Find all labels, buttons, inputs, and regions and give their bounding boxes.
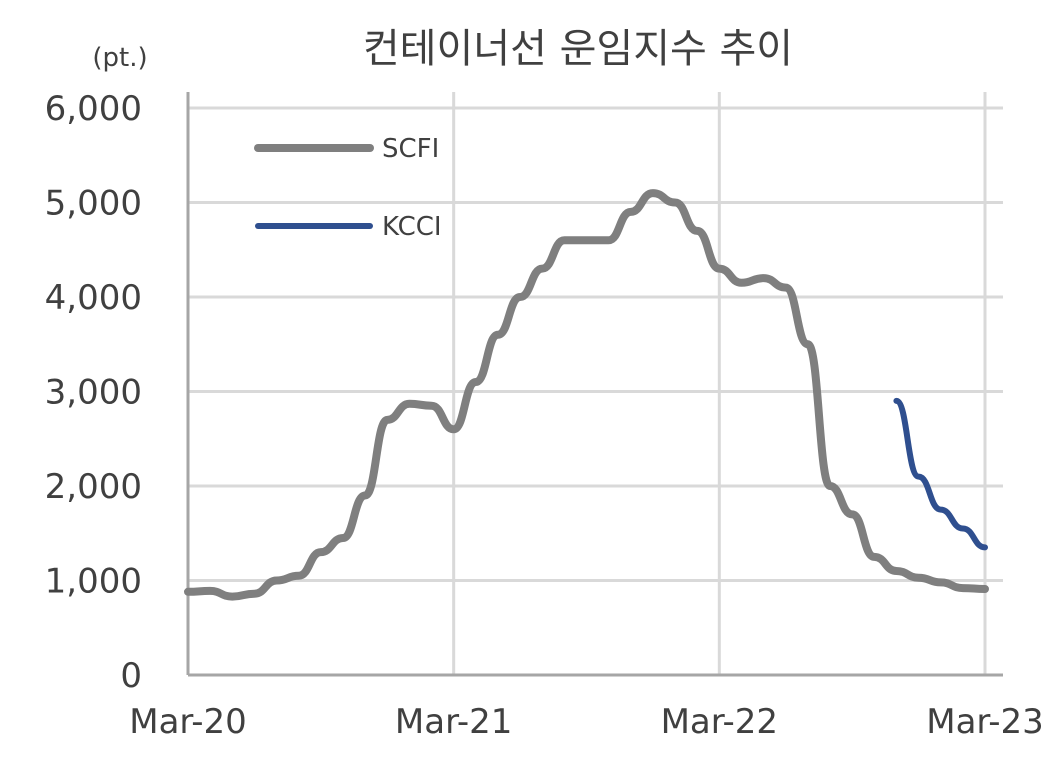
y-tick-label: 1,000: [45, 562, 142, 602]
series-line-scfi: [184, 189, 989, 601]
series-lines: [184, 189, 989, 601]
legend-label-kcci: KCCI: [382, 212, 442, 242]
y-tick-label: 3,000: [45, 373, 142, 413]
y-tick-label: 0: [120, 656, 142, 696]
x-ticks: Mar-20 Mar-21 Mar-22 Mar-23: [129, 702, 1044, 742]
chart-title: 컨테이너선 운임지수 추이: [363, 26, 793, 72]
legend: SCFI KCCI: [254, 134, 442, 242]
y-axis-unit: (pt.): [92, 43, 147, 73]
y-tick-label: 2,000: [45, 467, 142, 507]
x-tick-label: Mar-21: [395, 702, 513, 742]
y-tick-label: 6,000: [45, 89, 142, 129]
y-tick-label: 4,000: [45, 278, 142, 318]
y-tick-label: 5,000: [45, 184, 142, 224]
x-tick-label: Mar-23: [926, 702, 1044, 742]
legend-label-scfi: SCFI: [382, 134, 439, 164]
y-ticks: 0 1,000 2,000 3,000 4,000 5,000 6,000: [45, 89, 142, 696]
series-line-kcci: [893, 397, 988, 551]
grid: [186, 92, 1003, 677]
x-tick-label: Mar-20: [129, 702, 247, 742]
x-tick-label: Mar-22: [661, 702, 779, 742]
